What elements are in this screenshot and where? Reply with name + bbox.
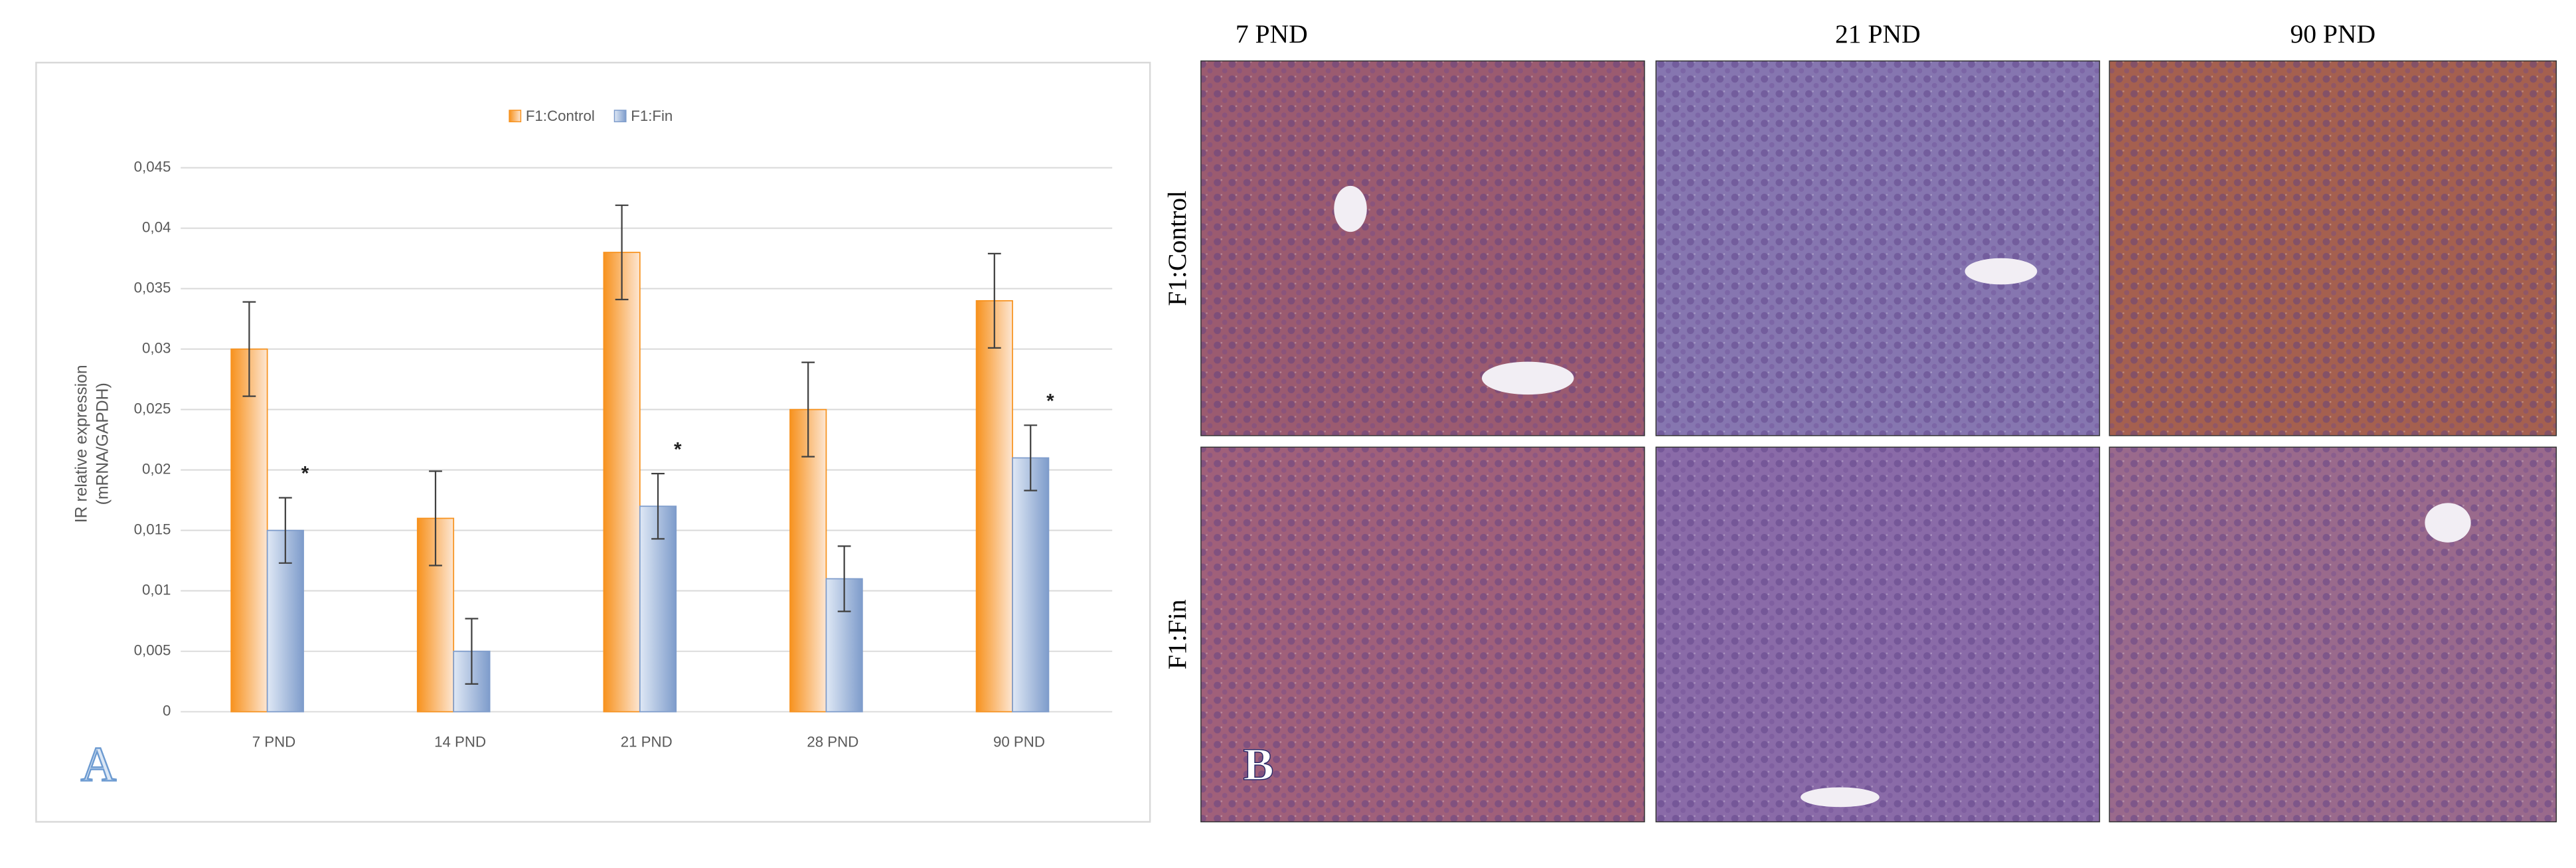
error-bar bbox=[242, 301, 256, 397]
micrograph-texture bbox=[2109, 447, 2557, 822]
panel-label: A bbox=[81, 737, 117, 792]
error-bar bbox=[651, 473, 665, 540]
y-tick-label: 0 bbox=[163, 703, 171, 719]
row-label: F1:Control bbox=[1163, 191, 1192, 306]
panel-b: 7 PND 21 PND 90 PND F1:Control F1:Fin B bbox=[1163, 19, 2557, 823]
micrograph-border bbox=[1655, 446, 2101, 823]
y-tick-label: 0,03 bbox=[142, 340, 171, 357]
bar bbox=[639, 505, 677, 713]
vessel bbox=[1334, 185, 1367, 232]
y-tick-label: 0,01 bbox=[142, 582, 171, 598]
x-tick-label: 21 PND bbox=[621, 734, 673, 750]
significance-marker: * bbox=[301, 463, 309, 485]
x-tick-label: 7 PND bbox=[252, 734, 296, 750]
micrograph-border bbox=[1200, 60, 1645, 436]
bar bbox=[603, 252, 641, 713]
micrograph-texture bbox=[1656, 447, 2100, 822]
error-bar bbox=[801, 361, 815, 458]
x-tick-label: 90 PND bbox=[993, 734, 1045, 750]
legend-swatch bbox=[613, 110, 627, 123]
bar bbox=[789, 408, 827, 713]
error-bar bbox=[429, 470, 442, 566]
vessel bbox=[1481, 361, 1574, 395]
y-tick-label: 0,04 bbox=[142, 219, 171, 236]
x-tick-label: 28 PND bbox=[807, 734, 858, 750]
y-axis-label: IR relative expression bbox=[72, 365, 90, 523]
error-bar bbox=[615, 204, 629, 301]
column-title: 90 PND bbox=[2290, 19, 2375, 48]
y-tick-label: 0,035 bbox=[134, 280, 171, 296]
vessel bbox=[2425, 503, 2471, 543]
error-bar bbox=[465, 618, 479, 685]
legend-swatch bbox=[509, 110, 522, 123]
error-bar bbox=[278, 497, 292, 564]
error-bar bbox=[987, 252, 1001, 349]
error-bar bbox=[1024, 424, 1038, 491]
bar bbox=[975, 300, 1013, 713]
y-tick-label: 0,015 bbox=[134, 521, 171, 538]
error-bar bbox=[837, 545, 851, 612]
vessel bbox=[1965, 258, 2038, 285]
row-label: F1:Fin bbox=[1163, 599, 1192, 669]
column-title: 7 PND bbox=[1236, 19, 1308, 48]
micrograph-border bbox=[2109, 60, 2557, 436]
micrograph-texture bbox=[1200, 60, 1645, 436]
y-tick-label: 0,02 bbox=[142, 461, 171, 477]
micrograph-texture bbox=[1200, 447, 1645, 822]
y-tick-label: 0,005 bbox=[134, 642, 171, 659]
y-tick-label: 0,025 bbox=[134, 400, 171, 417]
bar bbox=[230, 348, 268, 713]
significance-marker: * bbox=[674, 438, 682, 460]
bar bbox=[1012, 457, 1050, 713]
micrograph-border bbox=[1200, 446, 1645, 823]
legend-label: F1:Control bbox=[526, 108, 595, 124]
y-tick-label: 0,045 bbox=[134, 159, 171, 175]
legend-label: F1:Fin bbox=[631, 108, 673, 124]
column-title: 21 PND bbox=[1835, 19, 1921, 48]
vessel bbox=[1801, 787, 1880, 808]
x-tick-label: 14 PND bbox=[434, 734, 486, 750]
panel-a-frame bbox=[35, 62, 1151, 823]
micrograph-texture bbox=[2109, 60, 2557, 436]
significance-marker: * bbox=[1046, 391, 1054, 412]
micrograph-texture bbox=[1656, 60, 2100, 436]
micrograph-border bbox=[2109, 446, 2557, 823]
y-axis-label: (mRNA/GAPDH) bbox=[94, 383, 112, 505]
micrograph-border bbox=[1655, 60, 2101, 436]
panel-label: B bbox=[1243, 738, 1273, 790]
